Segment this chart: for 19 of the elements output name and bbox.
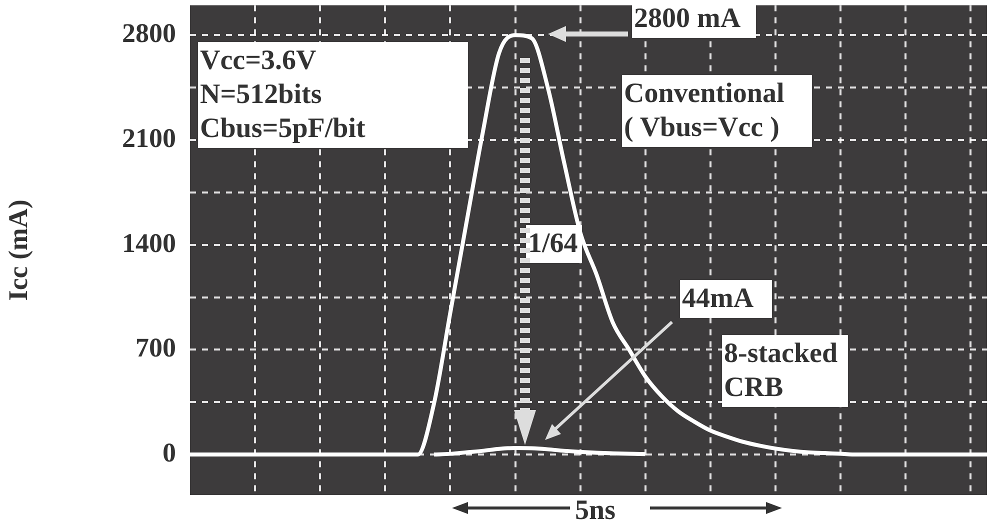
text-box: 8-stacked CRB [722,335,848,407]
annotation: N=512bits [200,78,323,112]
text-box: Vcc=3.6V N=512bits Cbus=5pF/bit [198,42,468,148]
annotation: Conventional [624,77,786,111]
y-tick-label: 700 [136,332,176,363]
text-box: 44mA [680,280,772,318]
text-box: Conventional ( Vbus=Vcc ) [622,75,812,147]
y-tick-label: 2800 [122,18,176,48]
annotation: ( Vbus=Vcc ) [624,111,780,145]
annotation: CRB [724,371,784,405]
text: 5ns [575,495,616,526]
y-tick-label: 2100 [122,122,176,153]
annotation: Cbus=5pF/bit [200,112,366,146]
y-tick-label: 0 [162,438,176,468]
annotation: 8-stacked [724,337,839,371]
text-box: 1/64 [526,225,582,263]
annotation: Vcc=3.6V [200,44,318,78]
y-axis-title: Icc (mA) [3,200,34,301]
y-tick-label: 1400 [122,228,176,258]
